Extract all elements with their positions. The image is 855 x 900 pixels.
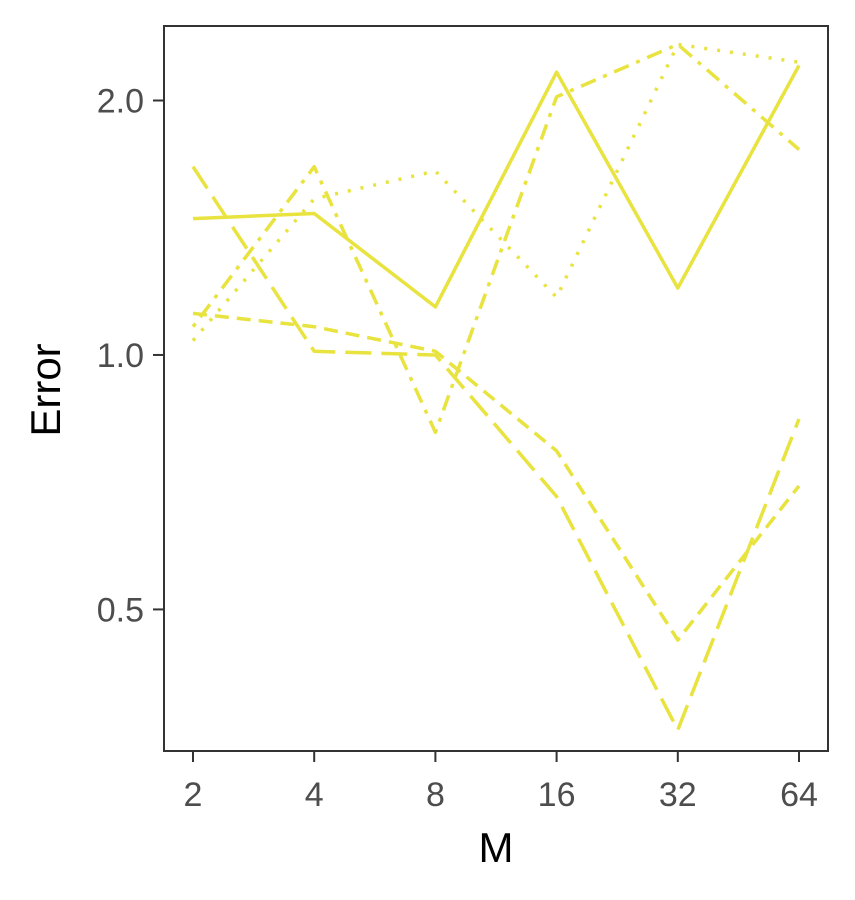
x-tick-label: 32 <box>659 776 697 814</box>
series-line-dashed <box>192 311 801 642</box>
series-line-longdash <box>191 165 801 732</box>
x-tick-label: 2 <box>184 776 203 814</box>
x-tick-label: 8 <box>426 776 445 814</box>
x-tick-label: 64 <box>780 776 818 814</box>
y-tick-label: 2.0 <box>97 83 144 121</box>
y-axis-title: Error <box>22 343 69 436</box>
panel-border <box>163 25 829 752</box>
y-tick-label: 1.0 <box>97 337 144 375</box>
series-line-dashdot <box>191 42 801 435</box>
y-tick-label: 0.5 <box>97 591 144 629</box>
x-tick-label: 4 <box>305 776 324 814</box>
x-tick-label: 16 <box>538 776 576 814</box>
y-axis: 0.5 1.0 2.0 <box>97 83 164 629</box>
x-axis: 2 4 8 16 32 64 <box>184 751 818 814</box>
series-line-solid <box>192 64 801 309</box>
x-axis-title: M <box>479 824 514 871</box>
series-layer <box>191 42 801 732</box>
